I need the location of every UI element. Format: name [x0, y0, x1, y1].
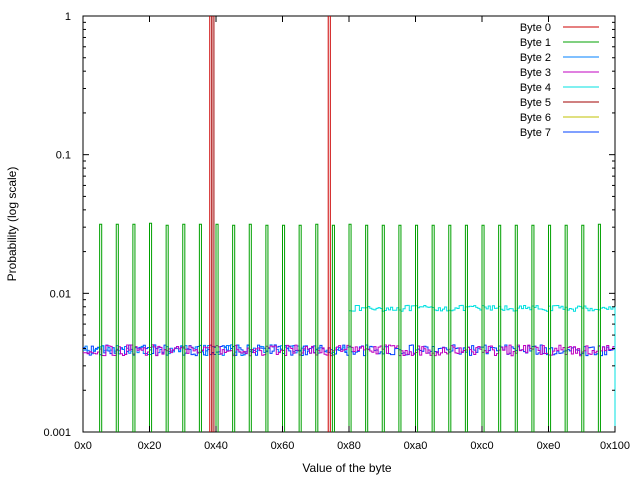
legend-label: Byte 7	[520, 127, 551, 139]
byte-1-spike	[514, 224, 518, 432]
legend: Byte 0 Byte 1 Byte 2 Byte 3 Byte 4 Byte 5 Byte…	[520, 22, 599, 139]
byte-1-spike	[132, 223, 136, 432]
byte-1-spike	[431, 224, 435, 432]
y-axis-label: Probability (log scale)	[5, 167, 19, 282]
series-spike-byte-0	[327, 16, 331, 432]
x-tick-label: 0x40	[204, 440, 228, 452]
byte-1-spike	[365, 224, 369, 432]
x-tick-label: 0xe0	[537, 440, 561, 452]
legend-label: Byte 5	[520, 97, 551, 109]
byte-1-spike	[581, 224, 585, 432]
legend-label: Byte 2	[520, 52, 551, 64]
y-tick-label: 0.1	[56, 150, 71, 162]
legend-label: Byte 1	[520, 37, 551, 49]
x-tick-label: 0x100	[600, 440, 630, 452]
byte-1-spike	[448, 224, 452, 432]
byte-1-spike	[398, 224, 402, 432]
byte-1-spike	[381, 224, 385, 432]
byte-1-spike	[115, 223, 119, 432]
x-tick-label: 0xc0	[470, 440, 493, 452]
y-tick-label: 0.01	[50, 288, 71, 300]
x-tick-label: 0x20	[138, 440, 162, 452]
byte-1-spike	[597, 223, 601, 432]
y-tick-label: 1	[65, 11, 71, 23]
legend-label: Byte 6	[520, 112, 551, 124]
x-tick-label: 0xa0	[404, 440, 428, 452]
series-layer	[83, 16, 616, 432]
byte-1-spike	[198, 223, 202, 432]
legend-label: Byte 3	[520, 67, 551, 79]
x-tick-label: 0x60	[271, 440, 295, 452]
x-axis-label: Value of the byte	[302, 461, 392, 475]
byte-1-spike	[282, 224, 286, 432]
byte-1-spike	[498, 224, 502, 432]
y-tick-label: 0.001	[43, 427, 71, 439]
byte-1-spike	[149, 222, 153, 432]
byte-1-spike	[415, 224, 419, 432]
byte-1-spike	[248, 223, 252, 432]
byte-1-spike	[215, 223, 219, 432]
byte-1-spike	[232, 224, 236, 432]
legend-label: Byte 4	[520, 82, 551, 94]
x-tick-label: 0x0	[74, 440, 92, 452]
byte-1-spike	[531, 224, 535, 432]
byte-1-spike	[331, 224, 335, 432]
byte-1-spike	[99, 223, 103, 432]
byte-1-spike	[348, 223, 352, 432]
tick-layer: 0x0 0x20 0x40 0x60 0x80 0xa0 0xc0 0xe0 0x100 0.00…	[43, 11, 630, 452]
byte-1-spike	[298, 224, 302, 432]
byte-1-spike	[564, 224, 568, 432]
byte-1-spike	[481, 224, 485, 432]
legend-label: Byte 0	[520, 22, 551, 34]
byte-1-spike	[548, 224, 552, 432]
byte-1-spike	[265, 224, 269, 432]
x-tick-label: 0x80	[337, 440, 361, 452]
byte-1-spike	[464, 224, 468, 432]
byte-1-spike	[315, 223, 319, 432]
byte-1-spike	[182, 223, 186, 432]
series-spike-byte-5	[211, 16, 215, 432]
byte-1-spike	[165, 224, 169, 432]
